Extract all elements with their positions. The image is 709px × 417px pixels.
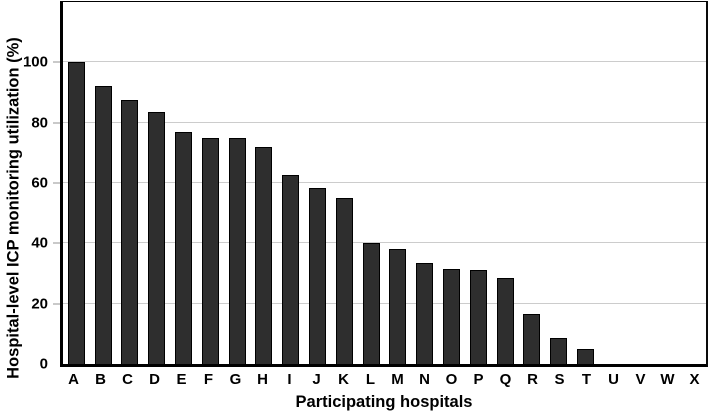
- bar-G: [228, 137, 246, 364]
- y-tick-label-20: 20: [31, 295, 48, 313]
- bar-J: [309, 187, 327, 364]
- x-tick-label-M: M: [391, 371, 404, 388]
- gridline-100: [63, 61, 706, 63]
- x-tick-label-J: J: [312, 371, 321, 388]
- bar-B: [94, 86, 112, 364]
- bar-slot-F: [197, 2, 224, 364]
- bar-slot-T: [572, 2, 599, 364]
- bar-S: [550, 338, 568, 364]
- x-tick-label-L: L: [365, 371, 376, 388]
- bar-slot-B: [90, 2, 117, 364]
- bar-F: [201, 137, 219, 364]
- x-tick-label-B: B: [95, 371, 106, 388]
- bar-slot-A: [63, 2, 90, 364]
- y-tick-mark-20: [53, 302, 60, 305]
- y-tick-label-0: 0: [39, 355, 48, 373]
- x-axis-title: Participating hospitals: [295, 393, 473, 411]
- x-tick-label-Q: Q: [499, 371, 512, 388]
- bar-slot-E: [170, 2, 197, 364]
- x-tick-label-K: K: [338, 371, 349, 388]
- x-tick-label-N: N: [419, 371, 430, 388]
- bar-C: [121, 100, 139, 364]
- bars-layer: [63, 2, 706, 364]
- x-tick-label-D: D: [149, 371, 160, 388]
- bar-slot-K: [331, 2, 358, 364]
- x-tick-label-V: V: [635, 371, 646, 388]
- x-tick-label-F: F: [203, 371, 214, 388]
- gridline-60: [63, 182, 706, 183]
- bar-T: [577, 348, 595, 364]
- bar-slot-M: [385, 2, 412, 364]
- x-tick-label-G: G: [229, 371, 242, 388]
- gridline-20: [63, 302, 706, 304]
- y-tick-mark-40: [53, 242, 60, 245]
- bar-slot-V: [626, 2, 653, 364]
- bar-slot-I: [277, 2, 304, 364]
- bar-L: [362, 243, 380, 364]
- x-tick-label-E: E: [176, 371, 187, 388]
- y-tick-label-80: 80: [31, 114, 48, 132]
- bar-slot-O: [438, 2, 465, 364]
- bar-slot-U: [599, 2, 626, 364]
- bar-E: [175, 131, 193, 364]
- bar-Q: [496, 278, 514, 364]
- bar-slot-S: [545, 2, 572, 364]
- x-tick-label-T: T: [581, 371, 592, 388]
- y-tick-mark-80: [53, 121, 60, 124]
- bar-slot-G: [224, 2, 251, 364]
- bar-slot-P: [465, 2, 492, 364]
- x-tick-label-W: W: [660, 371, 675, 388]
- x-tick-label-P: P: [473, 371, 484, 388]
- y-tick-mark-100: [53, 61, 60, 64]
- y-tick-label-40: 40: [31, 234, 48, 252]
- bar-N: [416, 262, 434, 364]
- bar-A: [67, 62, 85, 364]
- bar-slot-H: [251, 2, 278, 364]
- bar-slot-D: [143, 2, 170, 364]
- bar-slot-C: [117, 2, 144, 364]
- x-tick-label-X: X: [689, 371, 700, 388]
- gridline-80: [63, 121, 706, 123]
- bar-slot-L: [358, 2, 385, 364]
- bar-slot-J: [304, 2, 331, 364]
- bar-P: [469, 270, 487, 364]
- bar-slot-X: [679, 2, 706, 364]
- bar-I: [282, 175, 300, 364]
- y-tick-label-60: 60: [31, 174, 48, 192]
- bar-H: [255, 146, 273, 364]
- y-tick-label-100: 100: [22, 53, 48, 71]
- y-tick-mark-60: [53, 182, 60, 184]
- bar-slot-W: [653, 2, 680, 364]
- x-tick-label-I: I: [287, 371, 292, 388]
- x-tick-label-H: H: [257, 371, 268, 388]
- bar-slot-N: [411, 2, 438, 364]
- bar-D: [148, 112, 166, 364]
- bar-slot-Q: [492, 2, 519, 364]
- bar-R: [523, 314, 541, 364]
- x-tick-label-A: A: [68, 371, 79, 388]
- bar-slot-R: [519, 2, 546, 364]
- bar-K: [335, 198, 353, 364]
- x-tick-label-O: O: [445, 371, 458, 388]
- x-tick-label-R: R: [527, 371, 538, 388]
- plot-area: [60, 1, 708, 367]
- x-tick-label-S: S: [554, 371, 565, 388]
- x-tick-label-C: C: [122, 371, 133, 388]
- y-axis: 0 20 40 60 80 100: [0, 2, 60, 372]
- gridline-40: [63, 242, 706, 244]
- x-tick-label-U: U: [608, 371, 619, 388]
- bar-O: [443, 268, 461, 364]
- bar-M: [389, 249, 407, 364]
